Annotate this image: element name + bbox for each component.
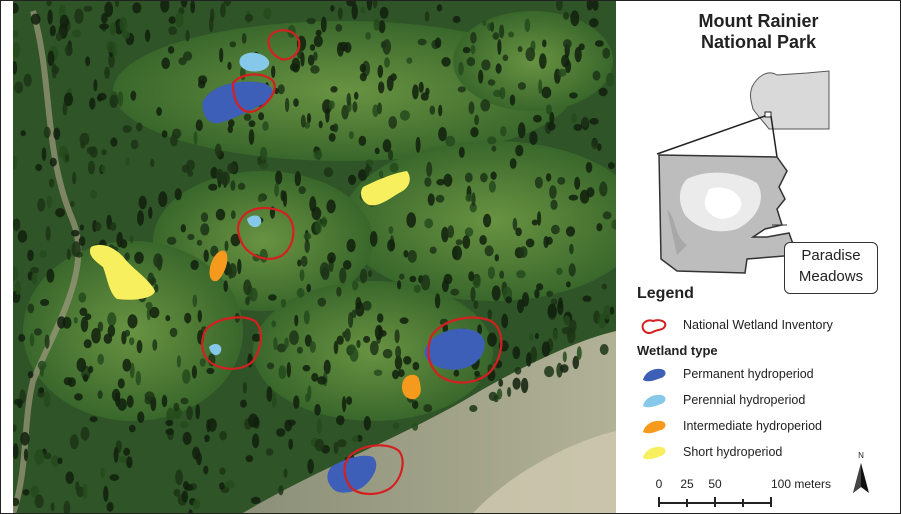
map-title-line2: National Park	[700, 32, 817, 52]
perennial-swatch-icon	[643, 394, 666, 408]
intermediate-swatch-icon	[643, 420, 666, 434]
scale-tick-100: 100 meters	[770, 477, 832, 491]
nwi-outline-5	[427, 316, 503, 384]
short-swatch-icon	[643, 446, 666, 460]
legend-short-label: Short hydroperiod	[683, 445, 783, 459]
wetland-intermediate-2	[401, 374, 421, 400]
north-label: N	[858, 451, 864, 460]
wetland-intermediate-1	[209, 250, 228, 282]
wetland-short-2	[89, 244, 155, 300]
callout-line1: Paradise	[801, 247, 861, 264]
nwi-outline-6	[343, 444, 404, 495]
wetland-permanent-2	[424, 328, 485, 370]
nwi-outline-icon	[641, 319, 667, 334]
scale-tick-25: 25	[680, 477, 694, 491]
scale-tick-50: 50	[708, 477, 722, 491]
wetland-permanent-3	[327, 455, 377, 493]
wetland-type-title: Wetland type	[637, 343, 718, 358]
scale-bar-line	[658, 497, 772, 507]
nwi-outline-1	[267, 29, 301, 61]
nwi-outlines	[201, 29, 503, 495]
callout-line2: Meadows	[798, 268, 864, 285]
permanent-swatch-icon	[643, 368, 666, 382]
locator-inset: Paradise Meadows	[617, 59, 900, 294]
nwi-outline-2	[231, 73, 276, 113]
wetland-perennial-3	[209, 344, 222, 356]
nwi-outline-4	[201, 316, 262, 370]
paradise-meadows-callout: Paradise Meadows	[784, 242, 878, 294]
wetland-perennial-1	[239, 52, 270, 72]
legend-nwi-label: National Wetland Inventory	[683, 318, 833, 332]
legend-title: Legend	[637, 285, 694, 302]
legend-intermediate-label: Intermediate hydroperiod	[683, 419, 822, 433]
map-title-line1: Mount Rainier	[698, 11, 819, 31]
inset-map	[656, 70, 830, 274]
nwi-outline-3	[236, 206, 295, 260]
aerial-map[interactable]	[13, 1, 616, 513]
map-canvas	[13, 1, 616, 513]
north-arrow-icon: N	[849, 451, 873, 495]
scale-bar: 0 25 50 100 meters	[647, 469, 847, 509]
legend-perennial-label: Perennial hydroperiod	[683, 393, 806, 407]
wetland-perennial-2	[247, 215, 262, 228]
wetland-short-1	[361, 171, 410, 206]
tree-canopy	[13, 1, 616, 513]
legend-panel: Mount Rainier National Park Paradise Mea…	[617, 1, 900, 513]
location-marker	[764, 111, 772, 118]
washington-state-shape	[749, 70, 830, 130]
legend-permanent-label: Permanent hydroperiod	[683, 367, 814, 381]
scale-tick-0: 0	[655, 477, 663, 491]
